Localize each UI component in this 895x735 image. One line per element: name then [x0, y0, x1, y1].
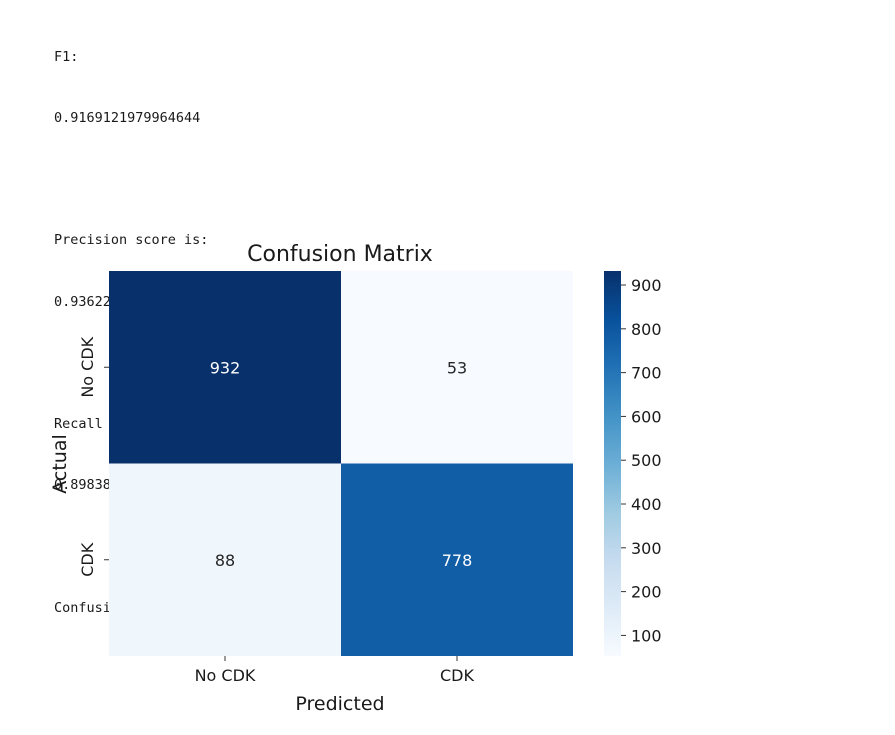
chart-title: Confusion Matrix: [247, 242, 433, 267]
heatmap-cell: [341, 463, 573, 656]
x-axis-label: Predicted: [295, 693, 384, 715]
cell-annotation: 778: [442, 551, 473, 570]
x-tick-label: No CDK: [195, 666, 256, 685]
heatmap-cells: 932 53 88 778: [109, 271, 573, 656]
heatmap-cell: [341, 271, 573, 464]
colorbar-tick-label: 400: [631, 495, 662, 514]
colorbar-tick-label: 800: [631, 320, 662, 339]
colorbar-gradient: [604, 271, 621, 656]
f1-value: 0.9169121979964644: [54, 110, 201, 127]
y-axis: No CDK CDK: [78, 336, 109, 577]
colorbar-tick-label: 200: [631, 583, 662, 602]
colorbar-tick-label: 900: [631, 276, 662, 295]
cell-annotation: 53: [447, 358, 467, 377]
f1-label: F1:: [54, 48, 79, 65]
precision-label: Precision score is:: [54, 232, 209, 249]
y-tick-label: CDK: [78, 542, 97, 576]
y-tick-label: No CDK: [78, 336, 97, 397]
colorbar-tick-label: 300: [631, 539, 662, 558]
x-axis: No CDK CDK: [195, 656, 475, 685]
cell-annotation: 88: [215, 551, 235, 570]
x-tick-label: CDK: [440, 666, 474, 685]
colorbar-tick-label: 700: [631, 364, 662, 383]
colorbar-tick-label: 500: [631, 451, 662, 470]
heatmap-cell: [109, 463, 341, 656]
y-axis-label: Actual: [49, 434, 71, 494]
heatmap-cell: [109, 271, 341, 464]
cell-annotation: 932: [210, 358, 241, 377]
colorbar-tick-label: 600: [631, 407, 662, 426]
colorbar: 100 200 300 400 500 600 700 800 900: [604, 271, 662, 656]
colorbar-tick-label: 100: [631, 626, 662, 645]
